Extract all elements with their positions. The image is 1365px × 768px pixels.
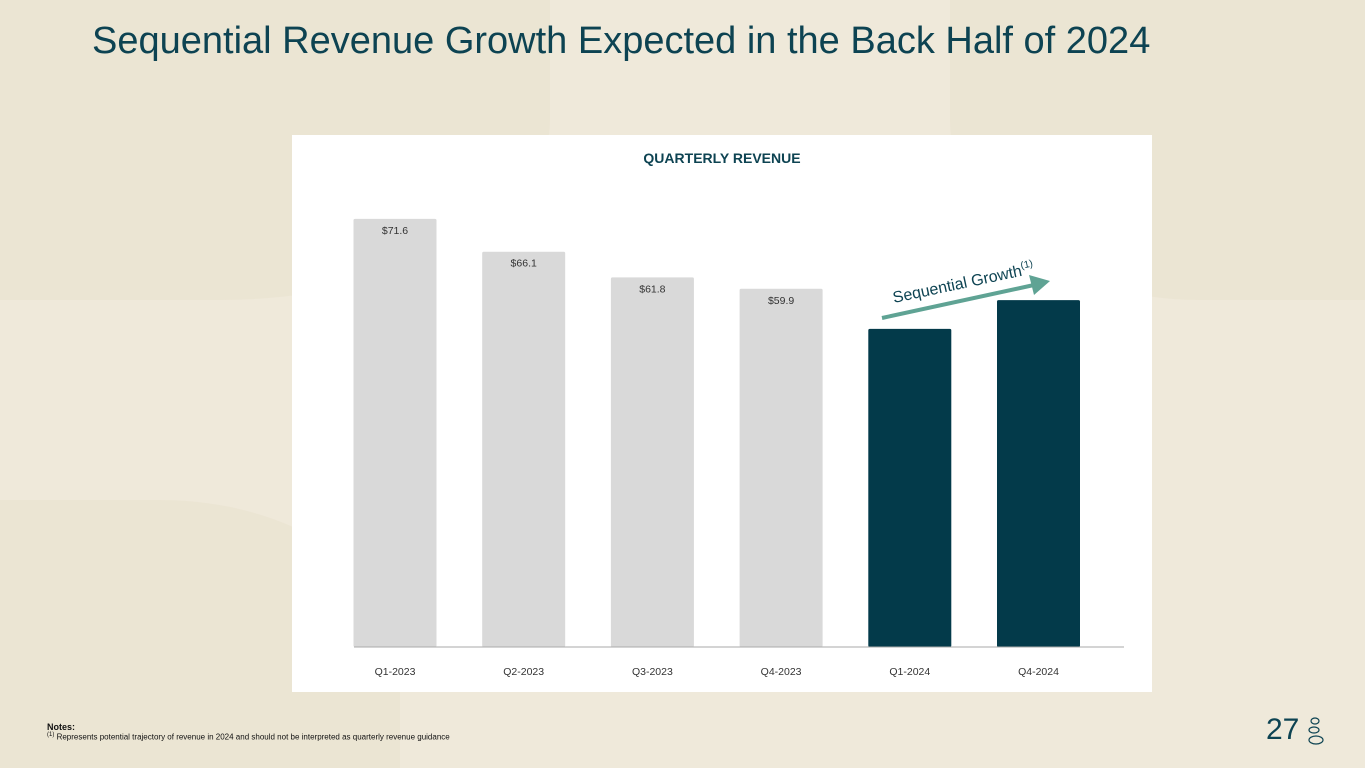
- bar: [482, 251, 566, 648]
- bar: [739, 288, 823, 647]
- growth-arrow-shaft: [881, 283, 1035, 320]
- bar: [868, 328, 952, 647]
- x-tick-label: Q4-2023: [761, 666, 802, 678]
- bar: [610, 277, 694, 647]
- notes-text: Represents potential trajectory of reven…: [56, 732, 450, 742]
- page-number: 27: [1266, 713, 1300, 746]
- chart-title: QUARTERLY REVENUE: [643, 150, 801, 166]
- logo-icon: [1308, 717, 1324, 745]
- data-label: $71.6: [382, 225, 408, 237]
- notes: Notes: (1) Represents potential trajecto…: [47, 722, 450, 742]
- x-tick-label: Q4-2024: [1018, 666, 1059, 678]
- annotation-superscript: (1): [1020, 258, 1034, 271]
- page-title: Sequential Revenue Growth Expected in th…: [92, 20, 1151, 62]
- bar: [997, 300, 1080, 647]
- data-label: $61.8: [639, 283, 665, 295]
- data-label: $59.9: [768, 295, 794, 307]
- x-tick-label: Q1-2023: [375, 666, 416, 678]
- notes-heading: Notes:: [47, 722, 76, 732]
- data-label: $66.1: [511, 258, 537, 270]
- x-tick-label: Q1-2024: [889, 666, 930, 678]
- notes-marker: (1): [47, 732, 55, 738]
- bar: [353, 218, 437, 647]
- x-tick-label: Q2-2023: [503, 666, 544, 678]
- x-tick-label: Q3-2023: [632, 666, 673, 678]
- chart-panel: QUARTERLY REVENUE $71.6 Q1-2023 $66.1 Q2-20…: [292, 135, 1152, 692]
- growth-arrow-head: [1029, 275, 1050, 295]
- bar-chart: $71.6 Q1-2023 $66.1 Q2-2023 $61.8 Q3-2023 $59.…: [353, 218, 1124, 678]
